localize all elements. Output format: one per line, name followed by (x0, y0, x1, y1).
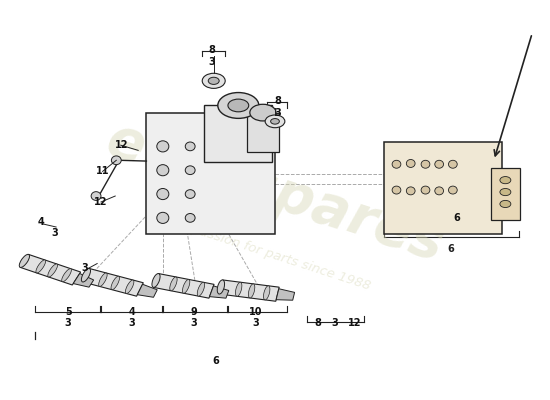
Ellipse shape (421, 160, 430, 168)
Bar (204, 105, 272, 162)
Bar (384, 142, 502, 234)
Text: 5: 5 (65, 307, 72, 317)
Text: 3: 3 (191, 318, 197, 328)
Ellipse shape (208, 77, 219, 84)
Ellipse shape (185, 214, 195, 222)
Ellipse shape (157, 188, 169, 200)
Ellipse shape (202, 73, 225, 88)
Text: 6: 6 (212, 356, 219, 366)
Text: 6: 6 (448, 244, 455, 254)
Bar (146, 113, 275, 234)
Text: 12: 12 (115, 140, 129, 150)
Text: 11: 11 (96, 166, 109, 176)
Bar (82, 268, 144, 296)
Text: 3: 3 (65, 318, 72, 328)
Ellipse shape (500, 188, 511, 196)
Ellipse shape (112, 156, 121, 165)
Polygon shape (138, 284, 157, 297)
Text: 10: 10 (249, 307, 262, 317)
Ellipse shape (249, 284, 255, 298)
Text: 3: 3 (332, 318, 339, 328)
Ellipse shape (19, 254, 30, 268)
Text: a passion for parts since 1988: a passion for parts since 1988 (178, 218, 372, 293)
Text: 12: 12 (94, 197, 108, 207)
Text: eurospares: eurospares (100, 112, 450, 272)
Bar (246, 113, 279, 152)
Ellipse shape (263, 286, 270, 300)
Ellipse shape (435, 187, 443, 195)
Ellipse shape (500, 200, 511, 208)
Polygon shape (276, 289, 295, 300)
Ellipse shape (217, 280, 224, 294)
Text: 8: 8 (314, 318, 321, 328)
Polygon shape (73, 274, 94, 287)
Ellipse shape (185, 166, 195, 174)
Text: 3: 3 (208, 57, 216, 67)
Ellipse shape (406, 160, 415, 168)
Ellipse shape (185, 190, 195, 198)
Text: 12: 12 (348, 318, 361, 328)
Ellipse shape (183, 280, 190, 293)
Ellipse shape (228, 99, 249, 112)
Ellipse shape (157, 165, 169, 176)
Ellipse shape (157, 212, 169, 224)
Ellipse shape (392, 186, 401, 194)
Ellipse shape (152, 274, 160, 288)
Ellipse shape (271, 118, 279, 124)
Text: 4: 4 (37, 217, 44, 227)
Ellipse shape (91, 192, 101, 200)
Ellipse shape (435, 160, 443, 168)
Ellipse shape (157, 141, 169, 152)
Ellipse shape (448, 160, 457, 168)
Ellipse shape (111, 276, 119, 290)
Bar (153, 274, 214, 298)
Ellipse shape (81, 268, 91, 282)
Ellipse shape (265, 115, 285, 128)
Text: 3: 3 (51, 228, 58, 238)
Ellipse shape (392, 160, 401, 168)
Bar (219, 280, 279, 301)
Bar (491, 168, 520, 220)
Ellipse shape (500, 176, 511, 184)
Text: 3: 3 (128, 318, 135, 328)
Ellipse shape (235, 282, 242, 296)
Ellipse shape (62, 269, 72, 282)
Ellipse shape (185, 142, 195, 151)
Polygon shape (210, 286, 229, 298)
Ellipse shape (250, 104, 276, 121)
Ellipse shape (448, 186, 457, 194)
Text: 4: 4 (128, 307, 135, 317)
Text: 3: 3 (81, 263, 88, 273)
Ellipse shape (98, 273, 107, 286)
Text: 9: 9 (191, 307, 197, 317)
Ellipse shape (406, 187, 415, 195)
Ellipse shape (36, 260, 46, 273)
Ellipse shape (421, 186, 430, 194)
Ellipse shape (170, 277, 177, 291)
Ellipse shape (125, 280, 134, 294)
Text: 8: 8 (208, 45, 216, 55)
Text: 8: 8 (274, 96, 281, 106)
Text: 6: 6 (453, 213, 460, 223)
Ellipse shape (218, 92, 259, 118)
Bar (20, 254, 81, 285)
Text: 3: 3 (252, 318, 259, 328)
Ellipse shape (197, 282, 205, 296)
Text: 3: 3 (274, 108, 281, 118)
Ellipse shape (48, 264, 58, 277)
